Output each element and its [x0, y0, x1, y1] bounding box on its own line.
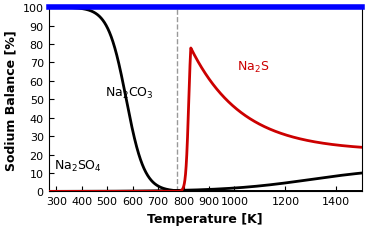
X-axis label: Temperature [K]: Temperature [K] [147, 212, 263, 225]
Y-axis label: Sodium Balance [%]: Sodium Balance [%] [4, 30, 17, 170]
Text: Na$_2$S: Na$_2$S [237, 60, 269, 75]
Text: Na$_2$CO$_3$: Na$_2$CO$_3$ [105, 85, 153, 100]
Text: Na$_2$SO$_4$: Na$_2$SO$_4$ [54, 159, 102, 174]
